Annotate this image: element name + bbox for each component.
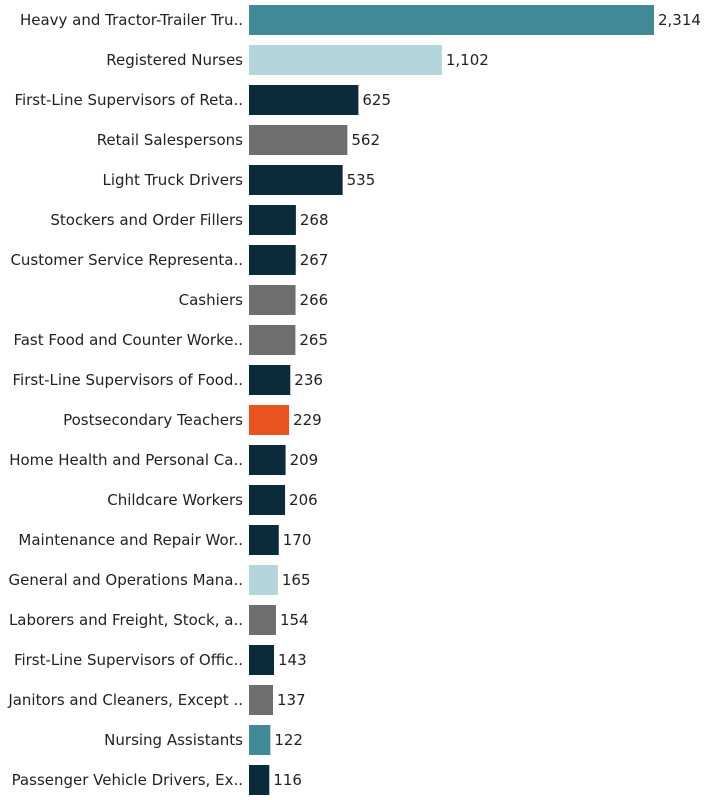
category-label: Registered Nurses	[106, 51, 243, 69]
category-label: First-Line Supervisors of Offic..	[14, 651, 243, 669]
value-label: 116	[273, 771, 302, 789]
bar	[249, 165, 343, 195]
bar	[249, 245, 296, 275]
value-label: 143	[278, 651, 307, 669]
bar	[249, 765, 270, 795]
value-label: 206	[289, 491, 318, 509]
value-label: 122	[274, 731, 303, 749]
bar-row: Passenger Vehicle Drivers, Ex.. 116	[12, 765, 302, 795]
bar	[249, 725, 271, 755]
bar-row: Cashiers 266	[179, 285, 329, 315]
bar-row: Childcare Workers 206	[107, 485, 318, 515]
value-label: 267	[300, 251, 329, 269]
category-label: Customer Service Representa..	[10, 251, 243, 269]
bar	[249, 365, 291, 395]
bar	[249, 5, 654, 35]
bar-row: First-Line Supervisors of Food.. 236	[13, 365, 323, 395]
bar	[249, 525, 279, 555]
bar-row: Home Health and Personal Ca.. 209	[9, 445, 318, 475]
bar-row: Laborers and Freight, Stock, a.. 154	[9, 605, 309, 635]
bar	[249, 85, 359, 115]
bar-row: Maintenance and Repair Wor.. 170	[18, 525, 311, 555]
category-label: Cashiers	[179, 291, 244, 309]
value-label: 535	[347, 171, 376, 189]
category-label: Stockers and Order Fillers	[50, 211, 243, 229]
bar-row: Heavy and Tractor-Trailer Tru.. 2,314	[20, 5, 701, 35]
category-label: Postsecondary Teachers	[63, 411, 243, 429]
bar-row: Light Truck Drivers 535	[102, 165, 375, 195]
bar	[249, 485, 286, 515]
bar-row: Fast Food and Counter Worke.. 265	[13, 325, 328, 355]
category-label: Passenger Vehicle Drivers, Ex..	[12, 771, 243, 789]
value-label: 562	[351, 131, 380, 149]
bar-row: First-Line Supervisors of Reta.. 625	[14, 85, 391, 115]
category-label: Nursing Assistants	[104, 731, 243, 749]
bar-row: First-Line Supervisors of Offic.. 143	[14, 645, 307, 675]
value-label: 236	[294, 371, 323, 389]
bar-row: General and Operations Mana.. 165	[9, 565, 311, 595]
value-label: 154	[280, 611, 309, 629]
bar	[249, 285, 296, 315]
bar-row: Registered Nurses 1,102	[106, 45, 489, 75]
bar-row: Retail Salespersons 562	[97, 125, 380, 155]
category-label: General and Operations Mana..	[9, 571, 243, 589]
bar	[249, 685, 273, 715]
category-label: Heavy and Tractor-Trailer Tru..	[20, 11, 243, 29]
bar-row: Janitors and Cleaners, Except .. 137	[7, 685, 306, 715]
category-label: Light Truck Drivers	[102, 171, 243, 189]
category-label: Maintenance and Repair Wor..	[18, 531, 243, 549]
category-label: Childcare Workers	[107, 491, 243, 509]
value-label: 137	[277, 691, 306, 709]
category-label: Retail Salespersons	[97, 131, 243, 149]
bar-row: Customer Service Representa.. 267	[10, 245, 328, 275]
value-label: 268	[300, 211, 329, 229]
category-label: First-Line Supervisors of Reta..	[14, 91, 243, 109]
bar	[249, 325, 296, 355]
bar	[249, 445, 286, 475]
category-label: Fast Food and Counter Worke..	[13, 331, 243, 349]
value-label: 2,314	[658, 11, 701, 29]
value-label: 265	[299, 331, 328, 349]
category-label: Janitors and Cleaners, Except ..	[7, 691, 243, 709]
value-label: 229	[293, 411, 322, 429]
value-label: 209	[290, 451, 319, 469]
bar	[249, 605, 276, 635]
value-label: 165	[282, 571, 311, 589]
value-label: 1,102	[446, 51, 489, 69]
category-label: First-Line Supervisors of Food..	[13, 371, 243, 389]
bar	[249, 125, 348, 155]
bar	[249, 205, 296, 235]
bar-row: Postsecondary Teachers 229	[63, 405, 322, 435]
value-label: 625	[362, 91, 391, 109]
bar-row: Stockers and Order Fillers 268	[50, 205, 329, 235]
category-label: Home Health and Personal Ca..	[9, 451, 243, 469]
bar	[249, 45, 442, 75]
category-label: Laborers and Freight, Stock, a..	[9, 611, 243, 629]
bar-row: Nursing Assistants 122	[104, 725, 303, 755]
value-label: 170	[283, 531, 312, 549]
value-label: 266	[300, 291, 329, 309]
bar	[249, 565, 278, 595]
bar	[249, 645, 275, 675]
bar	[249, 405, 290, 435]
